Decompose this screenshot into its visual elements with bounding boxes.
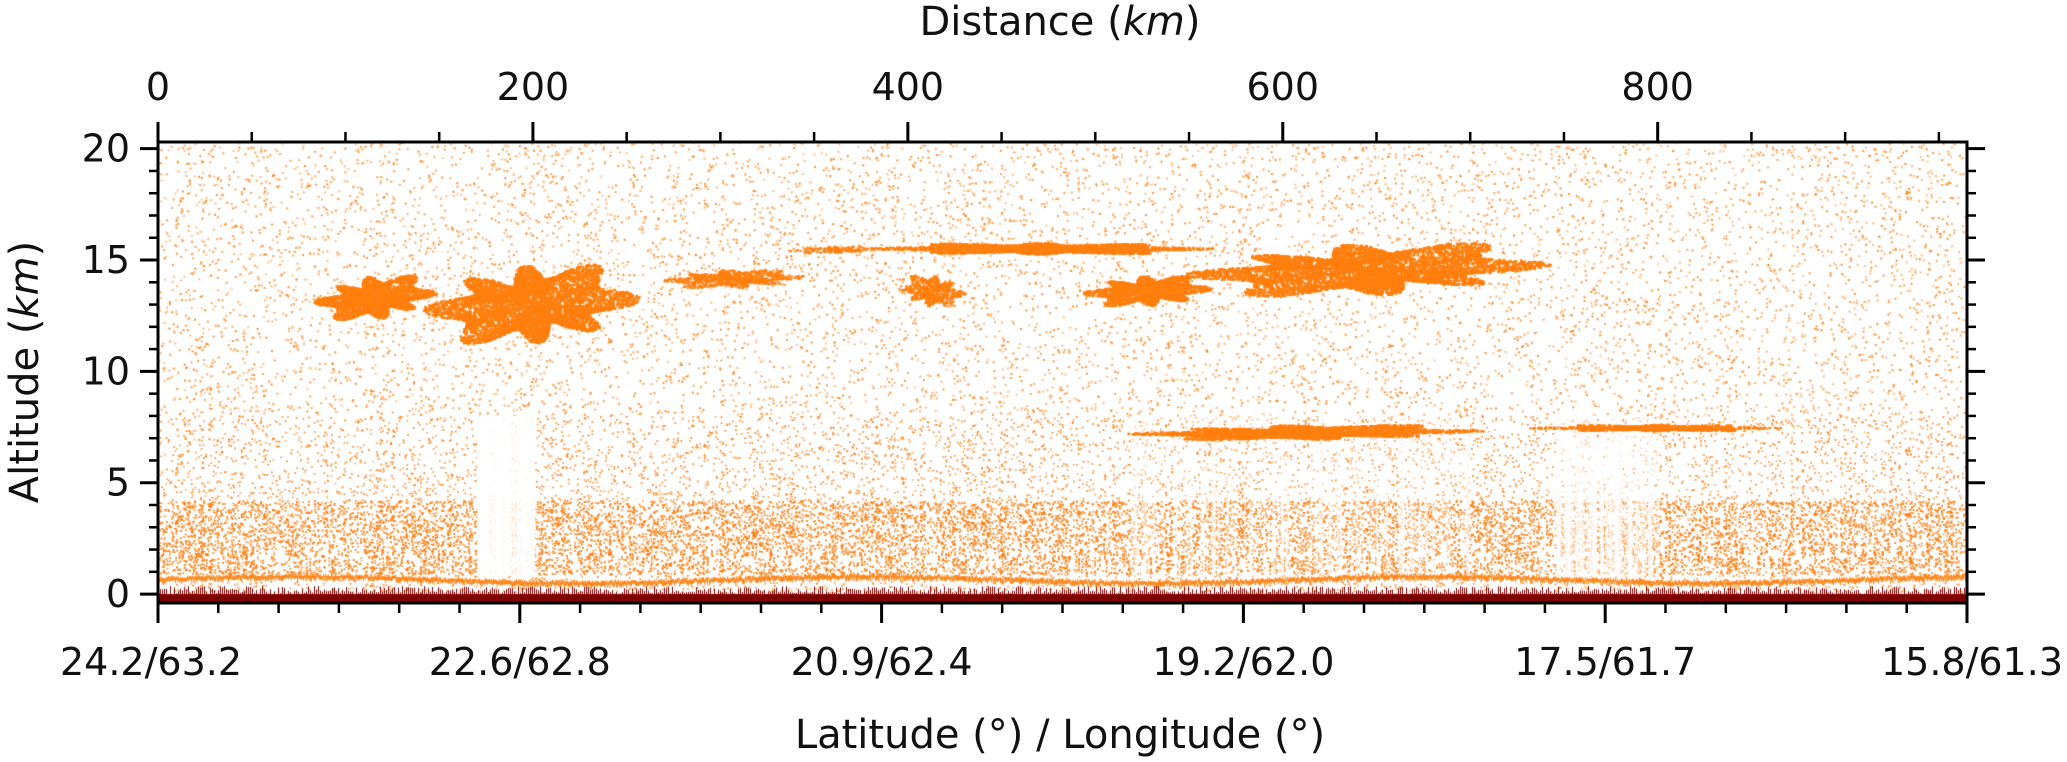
- bottom-tick-label: 20.9/62.4: [791, 640, 973, 684]
- top-tick-label: 400: [872, 65, 945, 109]
- y-axis-title: Altitude (km): [2, 241, 48, 503]
- lidar-backscatter-image: [158, 142, 1967, 603]
- plot-area: [158, 142, 1967, 603]
- y-tick-label: 0: [106, 572, 130, 616]
- top-tick-label: 800: [1621, 65, 1694, 109]
- y-tick-label: 10: [82, 349, 130, 393]
- bottom-tick-label: 19.2/62.0: [1152, 640, 1334, 684]
- y-tick-label: 5: [106, 461, 130, 505]
- y-tick-label: 15: [82, 238, 130, 282]
- top-tick-label: 0: [146, 65, 170, 109]
- bottom-tick-label: 24.2/63.2: [60, 640, 242, 684]
- top-axis-title: Distance (km): [920, 0, 1201, 45]
- y-tick-label: 20: [82, 127, 130, 171]
- bottom-tick-label: 15.8/61.3: [1881, 640, 2063, 684]
- top-tick-label: 200: [497, 65, 570, 109]
- bottom-tick-label: 22.6/62.8: [429, 640, 611, 684]
- top-tick-label: 600: [1247, 65, 1320, 109]
- bottom-tick-label: 17.5/61.7: [1514, 640, 1696, 684]
- bottom-axis-title: Latitude (°) / Longitude (°): [795, 712, 1325, 758]
